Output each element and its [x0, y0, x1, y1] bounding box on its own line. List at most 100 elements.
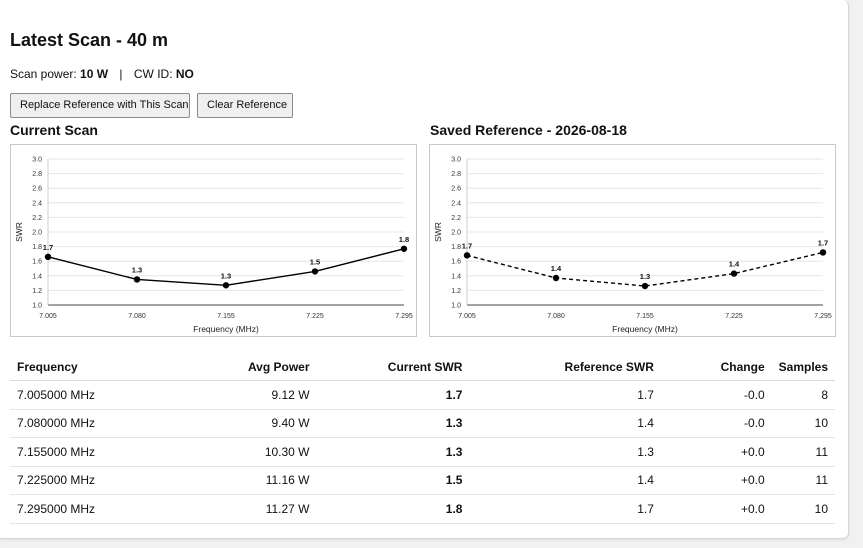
cell-change: -0.0 [660, 380, 772, 410]
table-row: 7.225000 MHz 11.16 W 1.5 1.4 +0.0 11 [10, 466, 835, 495]
current-scan-chart: 1.0 1.2 1.4 1.6 1.8 2.0 2.2 2.4 2.6 2.8 3.0 7.005 7.… [10, 144, 417, 337]
data-label: 1.5 [310, 257, 320, 266]
y-tick-label: 2.4 [32, 200, 42, 207]
cell-avg-power: 11.16 W [187, 466, 317, 495]
y-tick-label: 1.0 [32, 303, 42, 310]
y-tick-label: 1.6 [32, 259, 42, 266]
data-label: 1.3 [640, 272, 650, 281]
header-reference-swr: Reference SWR [469, 353, 661, 381]
saved-reference-chart: 1.0 1.2 1.4 1.6 1.8 2.0 2.2 2.4 2.6 2.8 3.0 7.005 7.… [429, 144, 836, 337]
cell-reference-swr: 1.4 [469, 466, 661, 495]
data-label: 1.4 [551, 264, 562, 273]
scan-power-label: Scan power: [10, 67, 77, 81]
cell-samples: 11 [771, 437, 835, 467]
data-label: 1.7 [462, 241, 472, 250]
cell-reference-swr: 1.7 [469, 380, 661, 410]
y-tick-label: 1.6 [451, 259, 461, 266]
data-label: 1.3 [132, 265, 142, 274]
x-axis-label: Frequency (MHz) [193, 324, 259, 334]
y-axis-label: SWR [14, 222, 24, 242]
data-point [463, 252, 471, 259]
y-tick-label: 2.2 [32, 215, 42, 222]
saved-reference-chart-svg: 1.0 1.2 1.4 1.6 1.8 2.0 2.2 2.4 2.6 2.8 3.0 7.005 7.… [433, 157, 832, 335]
y-axis-label: SWR [433, 222, 443, 242]
data-point [222, 282, 230, 289]
y-tick-label: 2.0 [32, 230, 42, 237]
y-tick-label: 2.6 [32, 186, 42, 193]
y-tick-label: 2.6 [451, 186, 461, 193]
x-tick-label: 7.225 [306, 313, 324, 320]
page-title: Latest Scan - 40 m [10, 30, 169, 50]
header-avg-power: Avg Power [187, 353, 317, 381]
scan-power-value: 10 W [80, 67, 109, 81]
data-point [311, 268, 319, 275]
data-label: 1.7 [43, 243, 53, 252]
y-tick-label: 2.2 [451, 215, 461, 222]
table-row: 7.005000 MHz 9.12 W 1.7 1.7 -0.0 8 [10, 380, 835, 410]
x-tick-label: 7.295 [395, 313, 413, 320]
cell-change: -0.0 [660, 409, 772, 438]
series-line [466, 251, 824, 287]
x-tick-label: 7.005 [458, 313, 476, 320]
table-row: 7.080000 MHz 9.40 W 1.3 1.4 -0.0 10 [10, 409, 835, 438]
saved-reference-title: Saved Reference - 2026-08-18 [430, 122, 627, 138]
meta-separator: | [119, 67, 123, 81]
x-tick-label: 7.155 [636, 313, 654, 320]
scan-meta: Scan power: 10 W | CW ID: NO [10, 67, 194, 81]
y-tick-label: 1.4 [451, 273, 461, 280]
table-row: 7.155000 MHz 10.30 W 1.3 1.3 +0.0 11 [10, 437, 835, 467]
results-table: Frequency Avg Power Current SWR Referenc… [10, 353, 835, 524]
x-tick-label: 7.005 [39, 313, 57, 320]
data-label: 1.7 [818, 238, 828, 247]
current-scan-chart-svg: 1.0 1.2 1.4 1.6 1.8 2.0 2.2 2.4 2.6 2.8 3.0 7.005 7.… [14, 157, 413, 335]
header-frequency: Frequency [10, 353, 188, 381]
cell-reference-swr: 1.4 [469, 409, 661, 438]
cell-frequency: 7.225000 MHz [10, 466, 188, 495]
cell-frequency: 7.005000 MHz [10, 380, 188, 410]
cw-id-value: NO [175, 67, 194, 81]
cell-current-swr: 1.8 [316, 494, 470, 524]
cell-current-swr: 1.3 [316, 437, 470, 467]
x-tick-label: 7.080 [547, 313, 565, 320]
data-point [133, 276, 141, 283]
y-tick-label: 1.0 [451, 303, 461, 310]
data-point [400, 245, 408, 252]
y-tick-label: 2.4 [451, 200, 461, 207]
cell-current-swr: 1.7 [316, 380, 470, 410]
cell-avg-power: 9.40 W [187, 409, 317, 438]
y-tick-label: 1.2 [451, 288, 461, 295]
x-tick-label: 7.080 [128, 313, 146, 320]
cell-samples: 11 [771, 466, 835, 495]
y-tick-label: 2.8 [32, 171, 42, 178]
y-tick-label: 2.0 [451, 230, 461, 237]
y-tick-label: 1.2 [32, 288, 42, 295]
clear-reference-button[interactable]: Clear Reference [197, 93, 293, 118]
cell-samples: 10 [771, 494, 835, 524]
cell-avg-power: 11.27 W [187, 494, 317, 524]
cell-change: +0.0 [660, 494, 772, 524]
cell-change: +0.0 [660, 437, 772, 467]
x-axis-label: Frequency (MHz) [612, 324, 678, 334]
cell-frequency: 7.080000 MHz [10, 409, 188, 438]
scan-panel: Latest Scan - 40 m Scan power: 10 W | CW… [0, 0, 849, 539]
table-header-row: Frequency Avg Power Current SWR Referenc… [10, 353, 835, 381]
y-tick-label: 1.4 [32, 273, 42, 280]
cell-current-swr: 1.3 [316, 409, 470, 438]
header-change: Change [660, 353, 772, 381]
data-point [44, 253, 52, 261]
header-current-swr: Current SWR [316, 353, 470, 381]
y-tick-label: 1.8 [32, 244, 42, 251]
data-label: 1.3 [221, 271, 231, 280]
cell-frequency: 7.295000 MHz [10, 494, 188, 524]
data-point [552, 274, 560, 282]
cell-current-swr: 1.5 [316, 466, 470, 495]
cell-samples: 8 [771, 380, 835, 410]
cell-avg-power: 10.30 W [187, 437, 317, 467]
cell-samples: 10 [771, 409, 835, 438]
y-tick-label: 2.8 [451, 171, 461, 178]
header-samples: Samples [771, 353, 835, 381]
cell-reference-swr: 1.7 [469, 494, 661, 524]
replace-reference-button[interactable]: Replace Reference with This Scan [10, 93, 190, 118]
x-tick-label: 7.225 [725, 313, 743, 320]
data-label: 1.8 [399, 235, 409, 244]
